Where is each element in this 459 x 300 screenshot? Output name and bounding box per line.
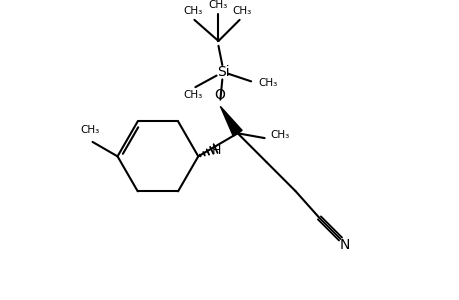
Text: CH₃: CH₃ (258, 78, 278, 88)
Text: CH₃: CH₃ (231, 6, 251, 16)
Text: CH₃: CH₃ (183, 6, 202, 16)
Text: Si: Si (217, 65, 229, 79)
Text: CH₃: CH₃ (270, 130, 289, 140)
Text: N: N (338, 238, 349, 252)
Text: H: H (211, 144, 221, 157)
Text: CH₃: CH₃ (208, 0, 228, 11)
Text: CH₃: CH₃ (184, 90, 203, 100)
Polygon shape (220, 106, 241, 136)
Text: O: O (213, 88, 224, 102)
Text: CH₃: CH₃ (80, 125, 99, 135)
